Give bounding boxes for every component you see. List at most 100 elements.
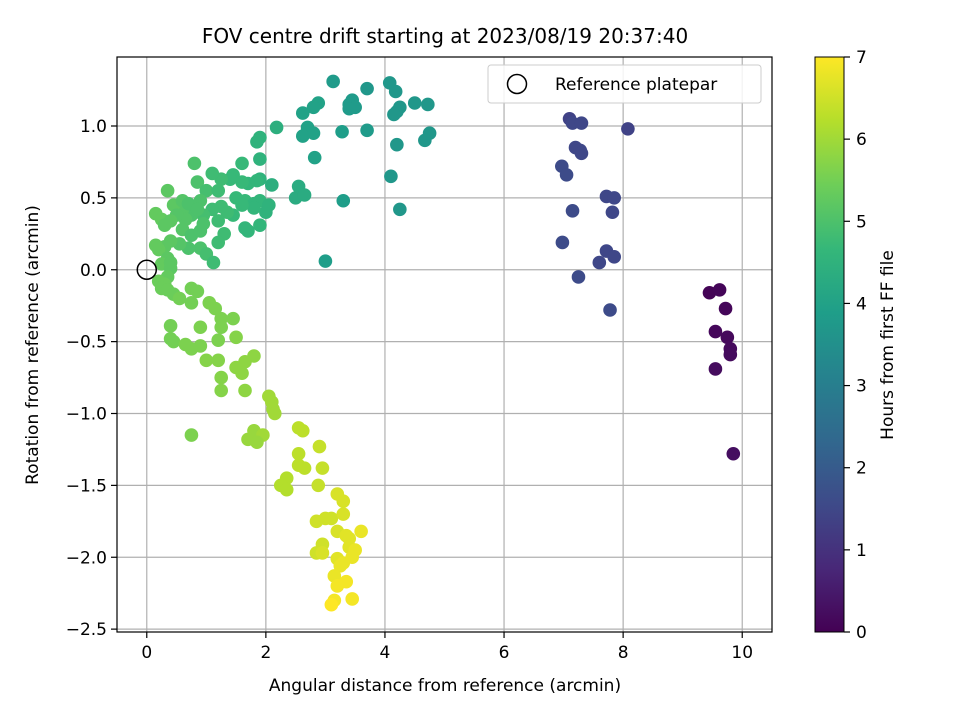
scatter-point bbox=[354, 524, 368, 539]
scatter-point bbox=[607, 250, 622, 264]
scatter-point bbox=[342, 101, 357, 116]
scatter-point bbox=[267, 406, 282, 421]
scatter-point bbox=[318, 254, 333, 268]
scatter-point bbox=[291, 446, 306, 461]
scatter-point bbox=[187, 156, 202, 171]
x-axis-ticks: 0 2 4 6 8 10 bbox=[141, 632, 753, 663]
colorbar: 0 1 2 3 4 5 6 7 Hours from first FF file bbox=[814, 48, 898, 643]
colorbar-tick-label: 2 bbox=[856, 459, 867, 479]
scatter-point bbox=[160, 183, 175, 198]
scatter-point bbox=[335, 124, 349, 139]
scatter-point bbox=[555, 235, 570, 250]
legend-box bbox=[487, 64, 762, 104]
colorbar-tick-label: 4 bbox=[856, 294, 867, 314]
scatter-point bbox=[184, 296, 199, 310]
scatter-point bbox=[326, 74, 340, 89]
scatter-point bbox=[214, 320, 229, 335]
scatter-point bbox=[235, 198, 249, 212]
scatter-point bbox=[720, 330, 735, 345]
x-tick-label: 8 bbox=[618, 643, 629, 663]
colorbar-tick-label: 5 bbox=[856, 212, 867, 232]
scatter-point bbox=[333, 559, 348, 573]
scatter-point bbox=[708, 324, 723, 339]
scatter-point bbox=[250, 435, 264, 450]
scatter-point bbox=[157, 218, 172, 232]
scatter-point bbox=[571, 270, 586, 284]
y-axis-label: Rotation from reference (arcmin) bbox=[23, 205, 43, 485]
y-tick-label: −2.0 bbox=[66, 548, 107, 568]
scatter-point bbox=[166, 334, 181, 349]
scatter-point bbox=[148, 238, 163, 253]
scatter-point bbox=[184, 428, 199, 442]
x-tick-label: 6 bbox=[499, 643, 510, 663]
scatter-point bbox=[336, 193, 351, 208]
y-tick-label: −0.5 bbox=[66, 333, 107, 353]
y-tick-label: −1.5 bbox=[66, 476, 107, 496]
scatter-point bbox=[196, 216, 211, 231]
scatter-point bbox=[324, 511, 339, 526]
colorbar-gradient bbox=[814, 56, 845, 633]
scatter-point bbox=[235, 366, 249, 381]
scatter-point bbox=[253, 218, 267, 232]
scatter-point bbox=[211, 353, 226, 368]
scatter-point bbox=[190, 175, 205, 189]
scatter-point bbox=[388, 84, 403, 99]
scatter-point bbox=[238, 221, 252, 235]
y-tick-label: 0.0 bbox=[80, 261, 107, 281]
scatter-point bbox=[226, 311, 240, 326]
scatter-point bbox=[214, 370, 229, 385]
grid-lines bbox=[117, 57, 772, 632]
scatter-point bbox=[407, 96, 422, 110]
scatter-point bbox=[418, 133, 432, 148]
scatter-point bbox=[345, 550, 360, 565]
scatter-point bbox=[253, 152, 267, 166]
scatter-point bbox=[295, 129, 310, 143]
scatter-point bbox=[559, 168, 574, 182]
scatter-point bbox=[229, 330, 243, 345]
colorbar-tick-label: 1 bbox=[856, 541, 867, 561]
colorbar-tick-label: 6 bbox=[856, 130, 867, 150]
scatter-point bbox=[208, 301, 223, 316]
scatter-point bbox=[393, 202, 407, 217]
scatter-point bbox=[330, 579, 345, 593]
colorbar-tick-label: 0 bbox=[856, 623, 867, 643]
scatter-point bbox=[421, 97, 435, 112]
x-tick-label: 10 bbox=[731, 643, 753, 663]
chart-title: FOV centre drift starting at 2023/08/19 … bbox=[202, 24, 688, 48]
scatter-point bbox=[315, 546, 330, 560]
scatter-point bbox=[384, 169, 398, 184]
scatter-point bbox=[206, 255, 221, 270]
scatter-point bbox=[211, 214, 226, 228]
scatter-point bbox=[574, 116, 589, 130]
scatter-point bbox=[360, 81, 374, 96]
colorbar-label: Hours from first FF file bbox=[878, 250, 898, 440]
legend-label: Reference platepar bbox=[555, 75, 717, 95]
scatter-point bbox=[306, 100, 321, 115]
scatter-point bbox=[190, 284, 205, 299]
scatter-point bbox=[214, 383, 229, 398]
scatter-point bbox=[199, 353, 214, 368]
scatter-point bbox=[306, 126, 321, 140]
reference-marker-group bbox=[136, 259, 158, 280]
scatter-point bbox=[621, 122, 635, 136]
legend: Reference platepar bbox=[487, 64, 762, 104]
scatter-point bbox=[297, 188, 312, 202]
scatter-point bbox=[297, 461, 312, 475]
scatter-point bbox=[295, 106, 310, 120]
y-tick-label: 0.5 bbox=[80, 189, 107, 209]
scatter-point bbox=[565, 204, 580, 218]
scatter-point bbox=[269, 120, 284, 135]
scatter-point bbox=[723, 347, 738, 362]
colorbar-ticks: 0 1 2 3 4 5 6 7 bbox=[844, 48, 867, 643]
scatter-point bbox=[312, 439, 327, 454]
scatter-point bbox=[387, 107, 401, 122]
scatter-point bbox=[247, 201, 261, 215]
scatter-point bbox=[163, 319, 178, 333]
scatter-point bbox=[265, 178, 279, 192]
scatter-point bbox=[390, 137, 404, 152]
scatter-point bbox=[360, 123, 374, 138]
scatter-point bbox=[603, 303, 617, 317]
scatter-point bbox=[172, 291, 187, 306]
scatter-point bbox=[605, 205, 620, 220]
